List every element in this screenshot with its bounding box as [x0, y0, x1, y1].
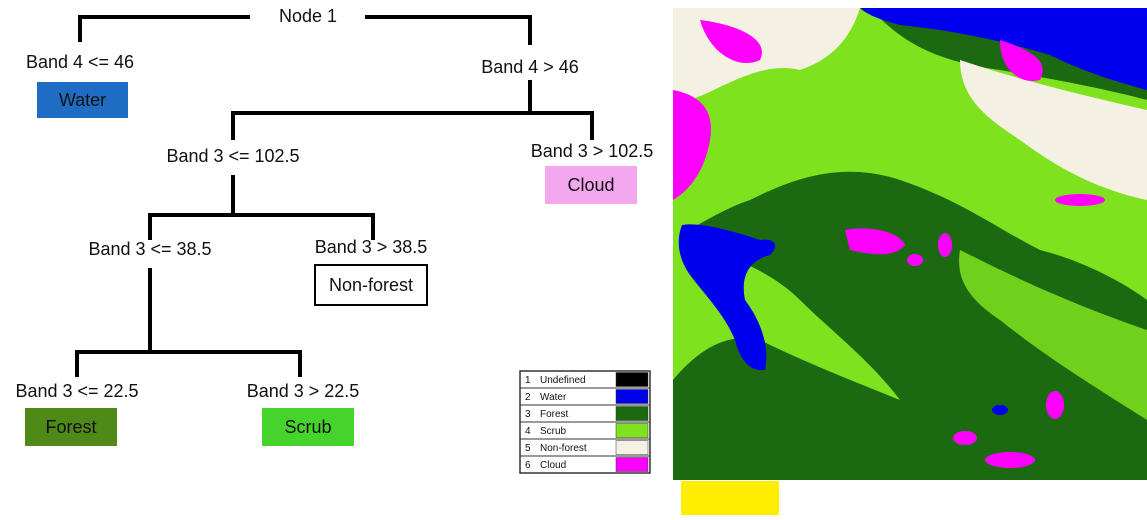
legend-swatch	[616, 390, 648, 404]
edge	[150, 175, 373, 240]
root-node: Node 1	[279, 6, 337, 26]
legend-number: 6	[525, 460, 531, 471]
split-condition: Band 3 > 38.5	[315, 237, 428, 257]
split-condition: Band 3 > 22.5	[247, 381, 360, 401]
edge	[233, 80, 592, 140]
legend-number: 1	[525, 375, 531, 386]
cloud-patch	[985, 452, 1035, 468]
cloud-patch	[1046, 391, 1064, 419]
legend-swatch	[616, 441, 648, 455]
legend-label: Undefined	[540, 375, 586, 386]
legend-swatch	[616, 373, 648, 387]
class-label: Water	[59, 90, 106, 110]
legend-label: Forest	[540, 409, 569, 420]
split-condition: Band 3 <= 102.5	[166, 146, 299, 166]
split-condition: Band 3 <= 38.5	[88, 239, 211, 259]
legend-number: 3	[525, 409, 531, 420]
cloud-patch	[953, 431, 977, 445]
split-condition: Band 3 <= 22.5	[15, 381, 138, 401]
legend-number: 5	[525, 443, 531, 454]
legend-label: Cloud	[540, 460, 566, 471]
class-label: Forest	[45, 417, 96, 437]
split-condition: Band 4 > 46	[481, 57, 579, 77]
legend-swatch	[616, 424, 648, 438]
cloud-patch	[907, 254, 923, 266]
legend-label: Scrub	[540, 426, 567, 437]
water-patch	[992, 405, 1008, 415]
classified-map	[673, 8, 1147, 480]
split-condition: Band 3 > 102.5	[531, 141, 654, 161]
cloud-patch	[938, 233, 952, 257]
legend-label: Non-forest	[540, 443, 587, 454]
legend-swatch	[616, 458, 648, 472]
class-label: Scrub	[284, 417, 331, 437]
cloud-patch	[1055, 194, 1105, 206]
figure: Node 1 Band 4 <= 46 Band 4 > 46 Band 3 <= …	[0, 0, 1147, 515]
class-label: Non-forest	[329, 275, 413, 295]
yellow-box	[681, 481, 779, 515]
legend-number: 4	[525, 426, 531, 437]
legend-number: 2	[525, 392, 531, 403]
legend-label: Water	[540, 392, 567, 403]
class-label: Cloud	[567, 175, 614, 195]
split-condition: Band 4 <= 46	[26, 52, 134, 72]
edge	[77, 268, 300, 377]
legend-swatch	[616, 407, 648, 421]
